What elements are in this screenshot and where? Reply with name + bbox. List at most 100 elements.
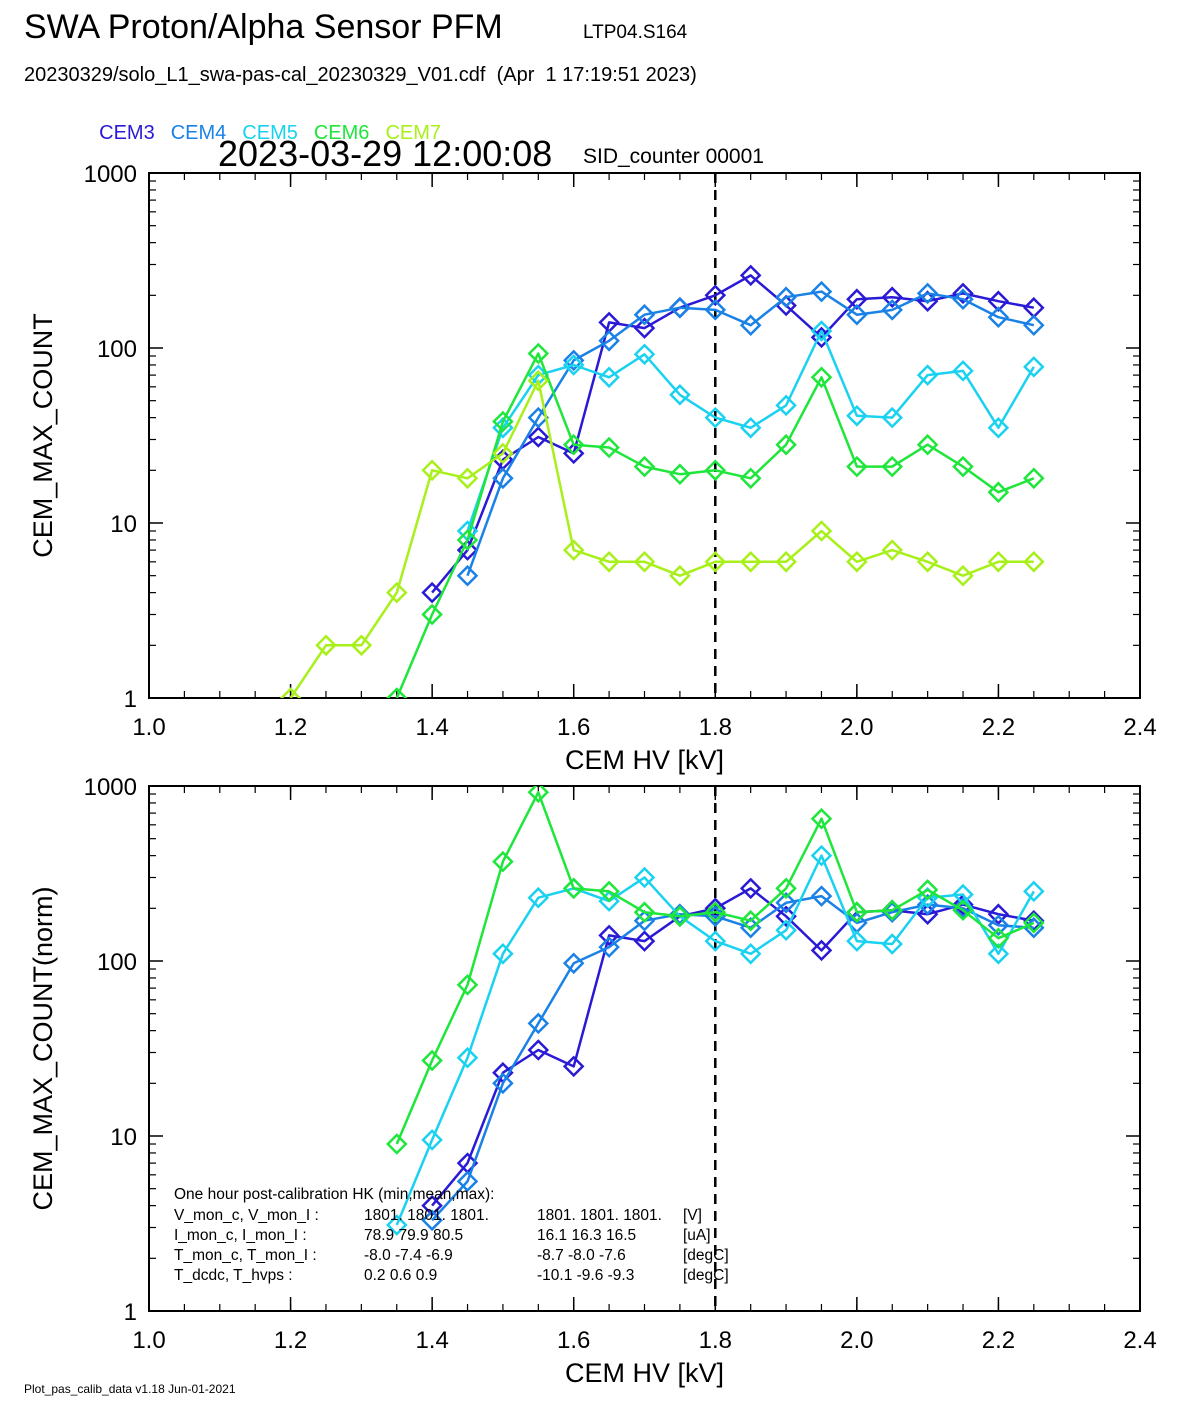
data-point-cem4 xyxy=(562,952,585,975)
x-tick-label: 1.4 xyxy=(415,1327,448,1354)
data-point-cem4 xyxy=(1023,314,1045,336)
data-point-cem4 xyxy=(952,288,974,310)
data-point-cem5 xyxy=(739,943,762,965)
x-tick-label: 1.6 xyxy=(557,714,590,741)
data-point-cem6 xyxy=(739,467,762,490)
data-point-cem6 xyxy=(421,1049,443,1072)
data-point-cem3 xyxy=(456,539,479,561)
sid-counter: SID_counter 00001 xyxy=(583,145,764,168)
data-point-cem4 xyxy=(987,306,1010,328)
data-point-cem6 xyxy=(492,850,514,873)
hk-cell: [degC] xyxy=(683,1247,729,1264)
hk-cell: [V] xyxy=(683,1207,702,1224)
data-point-cem6 xyxy=(598,436,620,459)
data-point-cem3 xyxy=(916,903,939,925)
data-point-cem6 xyxy=(704,901,727,923)
legend: CEM3 CEM4 CEM5 CEM6 CEM7 xyxy=(88,99,457,145)
data-point-cem6 xyxy=(386,687,408,698)
series-line-cem7 xyxy=(289,379,1034,698)
x-tick-label: 2.2 xyxy=(982,1327,1015,1354)
y-tick-label: 1 xyxy=(124,1299,137,1326)
data-point-cem7 xyxy=(279,687,302,698)
data-point-cem5 xyxy=(952,360,974,382)
data-point-cem7 xyxy=(456,467,479,490)
data-point-cem7 xyxy=(916,551,939,573)
data-point-cem5 xyxy=(598,366,620,389)
data-point-cem6 xyxy=(562,433,585,456)
data-point-cem4 xyxy=(598,330,620,352)
data-point-cem3 xyxy=(633,930,656,952)
data-point-cem5 xyxy=(881,933,903,955)
data-point-cem6 xyxy=(633,901,656,923)
data-point-cem6 xyxy=(1023,912,1045,934)
hk-cell: 1801. 1801. 1801. xyxy=(537,1207,662,1224)
data-point-cem7 xyxy=(421,459,443,482)
series-line-cem3 xyxy=(431,274,1035,594)
data-point-cem6 xyxy=(492,410,514,433)
data-point-cem5 xyxy=(562,354,585,376)
legend-item-cem7: CEM7 xyxy=(385,122,442,144)
data-point-cem4 xyxy=(527,1012,550,1035)
data-point-cem6 xyxy=(456,529,479,551)
x-tick-label: 1.8 xyxy=(699,1327,732,1354)
data-point-cem7 xyxy=(633,551,656,573)
data-point-cem4 xyxy=(916,282,939,305)
hk-cell: -8.0 -7.4 -6.9 xyxy=(364,1247,453,1264)
x-tick-label: 1.6 xyxy=(557,1327,590,1354)
data-point-cem4 xyxy=(456,564,479,587)
data-point-cem4 xyxy=(669,296,691,319)
data-point-cem5 xyxy=(704,406,727,429)
data-point-cem6 xyxy=(916,433,939,456)
data-point-cem6 xyxy=(704,459,727,482)
data-point-cem5 xyxy=(810,320,833,342)
data-point-cem4 xyxy=(633,909,656,932)
data-point-cem4 xyxy=(492,467,514,490)
data-point-cem3 xyxy=(987,903,1010,925)
hk-cell: -10.1 -9.6 -9.3 xyxy=(537,1267,634,1284)
hk-cell: V_mon_c, V_mon_I : xyxy=(174,1207,319,1224)
data-point-cem4 xyxy=(775,286,797,308)
data-point-cem6 xyxy=(810,366,833,389)
x-axis-label: CEM HV [kV] xyxy=(565,745,724,775)
series-line-cem5 xyxy=(466,329,1035,532)
legend-item-cem6: CEM6 xyxy=(313,122,370,144)
data-point-cem6 xyxy=(598,880,620,903)
hk-cell: T_dcdc, T_hvps : xyxy=(174,1267,293,1284)
data-point-cem6 xyxy=(810,807,833,830)
data-point-cem7 xyxy=(562,539,585,561)
data-point-cem5 xyxy=(916,364,939,386)
data-point-cem7 xyxy=(704,551,727,573)
data-point-cem6 xyxy=(987,927,1010,949)
data-point-cem6 xyxy=(386,1133,408,1155)
x-tick-label: 1.2 xyxy=(274,1327,307,1354)
x-tick-label: 2.4 xyxy=(1123,714,1156,741)
hk-cell: 78.9 79.9 80.5 xyxy=(364,1227,463,1244)
legend-item-cem4: CEM4 xyxy=(170,122,227,144)
data-point-cem6 xyxy=(881,455,903,478)
data-point-cem5 xyxy=(987,417,1010,439)
data-point-cem6 xyxy=(987,481,1010,503)
x-tick-label: 2.2 xyxy=(982,714,1015,741)
data-point-cem6 xyxy=(952,899,974,921)
series-line-cem4 xyxy=(466,290,1035,577)
data-point-cem6 xyxy=(669,463,691,485)
data-point-cem7 xyxy=(315,634,337,657)
hk-cell: -8.7 -8.0 -7.6 xyxy=(537,1247,626,1264)
data-point-cem3 xyxy=(633,317,656,339)
data-point-cem3 xyxy=(881,286,903,308)
data-point-cem5 xyxy=(704,930,727,952)
hk-cell: [uA] xyxy=(683,1227,711,1244)
data-point-cem4 xyxy=(846,303,868,326)
data-point-cem4 xyxy=(881,299,903,321)
data-point-cem5 xyxy=(739,417,762,439)
data-point-cem5 xyxy=(987,943,1010,965)
data-point-cem3 xyxy=(598,924,620,947)
plot-frame xyxy=(148,172,1141,699)
data-point-cem5 xyxy=(492,943,514,965)
data-point-cem6 xyxy=(739,909,762,932)
data-point-cem6 xyxy=(916,879,939,901)
data-point-cem7 xyxy=(775,551,797,573)
data-point-cem7 xyxy=(386,581,408,604)
page-title: SWA Proton/Alpha Sensor PFM xyxy=(24,8,503,46)
